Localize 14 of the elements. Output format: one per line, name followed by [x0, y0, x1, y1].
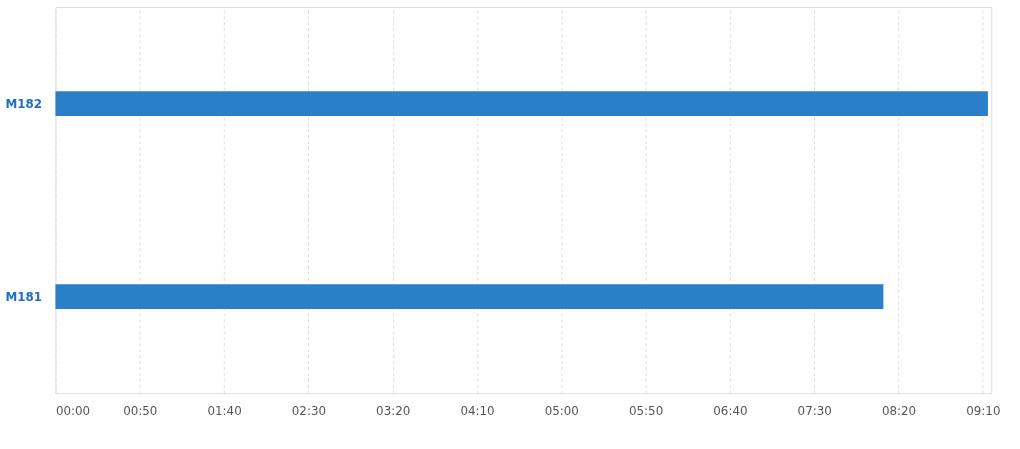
x-tick-label: 04:10	[460, 403, 495, 418]
x-tick-label: 02:30	[291, 403, 326, 418]
x-tick-label: 06:40	[713, 403, 748, 418]
y-tick-label: M182	[5, 96, 43, 111]
x-tick-label: 00:00	[55, 403, 91, 418]
x-tick-label: 05:00	[544, 403, 579, 418]
x-tick-label: 08:20	[881, 403, 917, 418]
x-tick-label: 07:30	[797, 403, 832, 418]
x-tick-label: 05:50	[628, 403, 664, 418]
x-tick-label: 00:50	[123, 403, 158, 418]
x-tick-label: 01:40	[207, 403, 242, 418]
x-tick-label: 03:20	[376, 403, 411, 418]
x-tick-label: 09:10	[966, 403, 1001, 418]
y-tick-label: M181	[5, 289, 43, 304]
